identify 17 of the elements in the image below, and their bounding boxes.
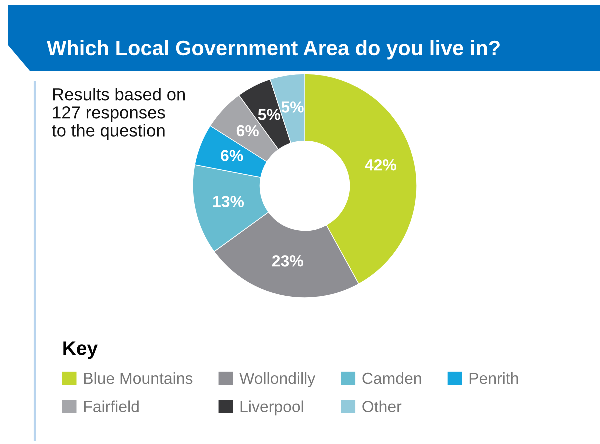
- data-label: 23%: [272, 255, 304, 267]
- legend-label: Fairfield: [84, 400, 139, 412]
- data-label: 6%: [221, 150, 244, 162]
- legend-label: Liverpool: [240, 400, 304, 416]
- data-label: 6%: [236, 125, 259, 137]
- data-label: 42%: [365, 159, 396, 171]
- legend-label: Other: [362, 400, 402, 412]
- data-label: 5%: [282, 102, 304, 113]
- text: Results based on 127 responses to the question: [52, 88, 186, 140]
- legend-label: Blue Mountains: [84, 372, 193, 384]
- legend-title: Key: [64, 342, 98, 360]
- data-label: 13%: [214, 196, 244, 208]
- legend-label: Wollondilly: [240, 372, 316, 388]
- data-label: 5%: [258, 109, 281, 120]
- legend-label: Camden: [362, 372, 422, 384]
- legend-label: Penrith: [470, 372, 518, 384]
- chart-title: Which Local Government Area do you live in?: [47, 40, 500, 60]
